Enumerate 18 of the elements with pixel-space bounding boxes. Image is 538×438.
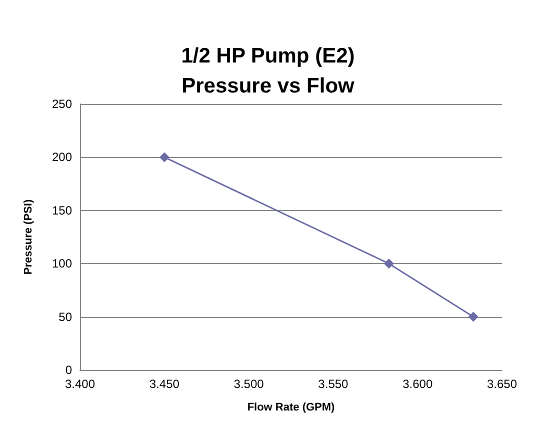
x-tick-label: 3.550	[318, 377, 349, 391]
x-tick-label: 3.600	[402, 377, 433, 391]
x-tick-label: 3.650	[486, 377, 518, 391]
x-tick-label: 3.400	[64, 377, 96, 391]
point	[384, 258, 394, 269]
y-tick-label: 50	[58, 310, 72, 324]
x-tick-label: 3.450	[149, 377, 180, 391]
x-tick-label: 3.500	[234, 377, 264, 391]
y-tick-label: 150	[52, 203, 72, 218]
chart-title: 1/2 HP Pump (E2) Pressure vs Flow	[181, 44, 356, 98]
x-axis-title: Flow Rate (GPM)	[247, 402, 336, 414]
y-tick-label: 100	[52, 256, 72, 271]
y-tick-label: 0	[65, 363, 72, 377]
y-axis-title: Pressure (PSI)	[22, 199, 34, 275]
y-tick-label: 250	[52, 97, 72, 111]
point	[159, 152, 170, 162]
point	[468, 312, 478, 322]
y-tick-label: 200	[52, 150, 72, 164]
